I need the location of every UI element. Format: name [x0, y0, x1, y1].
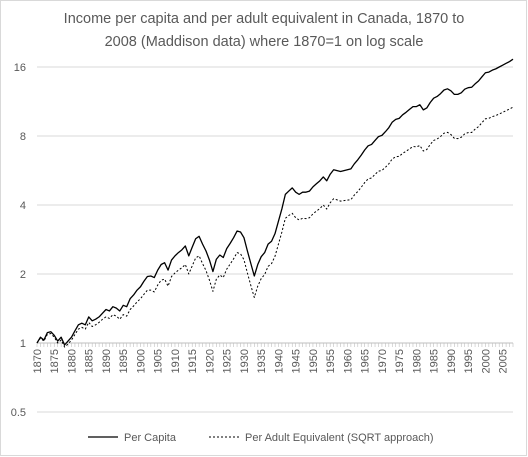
x-tick-label-1915: 1915 [187, 349, 199, 373]
x-tick-label-1945: 1945 [291, 349, 303, 373]
y-tick-label-4: 4 [20, 200, 26, 212]
legend-label-per-capita: Per Capita [124, 432, 177, 444]
series-lines [36, 58, 514, 348]
chart-title-line-2: 2008 (Maddison data) where 1870=1 on log… [105, 34, 424, 50]
x-tick-label-1970: 1970 [377, 349, 389, 373]
x-tick-label-1980: 1980 [411, 349, 423, 373]
x-tick-label-1935: 1935 [256, 349, 268, 373]
x-tick-label-1940: 1940 [273, 349, 285, 373]
x-tick-label-1875: 1875 [49, 349, 61, 373]
series-line-per-adult-equivalent [36, 106, 514, 348]
x-tick-label-2000: 2000 [480, 349, 492, 373]
series-line-per-capita [36, 58, 514, 346]
x-tick-label-1965: 1965 [360, 349, 372, 373]
y-tick-label-0.5: 0.5 [11, 407, 26, 419]
x-tick-label-1900: 1900 [135, 349, 147, 373]
x-tick-label-1895: 1895 [118, 349, 130, 373]
x-tick-label-1885: 1885 [84, 349, 96, 373]
x-tick-label-1920: 1920 [204, 349, 216, 373]
x-axis-tick-labels: 1870 1875 1880 1885 1890 1895 1900 1905 1910 1915… [32, 349, 510, 373]
y-tick-label-8: 8 [20, 131, 26, 143]
x-tick-label-1930: 1930 [239, 349, 251, 373]
gridlines [37, 66, 513, 413]
x-tick-label-2005: 2005 [498, 349, 510, 373]
x-tick-label-1880: 1880 [66, 349, 78, 373]
legend: Per Capita Per Adult Equivalent (SQRT ap… [88, 432, 434, 444]
legend-label-per-adult-equivalent: Per Adult Equivalent (SQRT approach) [245, 432, 434, 444]
x-tick-label-1990: 1990 [446, 349, 458, 373]
x-tick-label-1905: 1905 [153, 349, 165, 373]
x-tick-label-1955: 1955 [325, 349, 337, 373]
x-tick-label-1890: 1890 [101, 349, 113, 373]
chart-title-line-1: Income per capita and per adult equivale… [64, 11, 465, 27]
y-tick-label-2: 2 [20, 269, 26, 281]
y-axis-tick-labels: 0.5 1 2 4 8 16 [11, 62, 26, 419]
x-tick-label-1995: 1995 [463, 349, 475, 373]
x-tick-label-1910: 1910 [170, 349, 182, 373]
x-tick-label-1975: 1975 [394, 349, 406, 373]
x-tick-label-1960: 1960 [342, 349, 354, 373]
y-tick-label-1: 1 [20, 338, 26, 350]
y-tick-label-16: 16 [14, 62, 26, 74]
x-tick-label-1870: 1870 [32, 349, 44, 373]
x-tick-label-1985: 1985 [429, 349, 441, 373]
x-tick-label-1925: 1925 [222, 349, 234, 373]
x-tick-label-1950: 1950 [308, 349, 320, 373]
x-axis [36, 342, 514, 347]
